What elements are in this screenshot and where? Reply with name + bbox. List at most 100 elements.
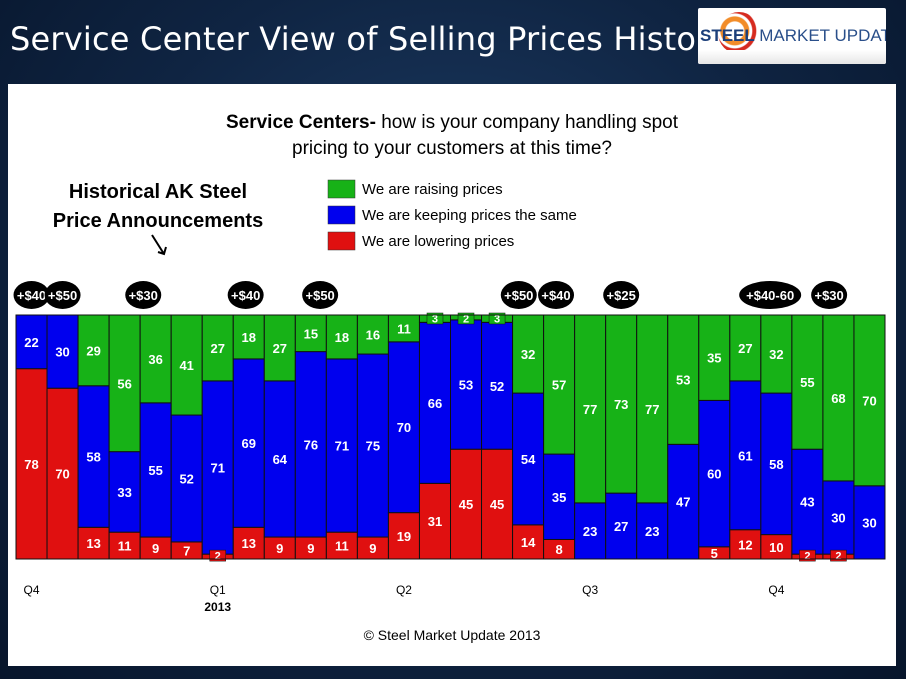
bar-segment-7-2 (232, 314, 265, 360)
bar-segment-22-2 (698, 314, 731, 401)
value-label-10-2: 18 (335, 330, 349, 345)
bar-segment-9-2 (294, 314, 327, 353)
price-announcement-label-9: +$30 (814, 288, 843, 303)
copyright-footer: © Steel Market Update 2013 (364, 627, 541, 643)
chart-title-bold: Service Centers- (226, 112, 376, 133)
value-label-8-0: 9 (276, 541, 283, 556)
x-tick-label-4: Q4 (768, 583, 784, 597)
page-title: Service Center View of Selling Prices Hi… (10, 20, 729, 58)
annotation-line1: Historical AK Steel (69, 181, 247, 203)
value-label-25-1: 43 (800, 495, 814, 510)
price-announcement-oval-6 (538, 281, 575, 309)
value-label-20-2: 77 (645, 402, 659, 417)
value-label-16-0: 14 (521, 535, 536, 550)
value-label-19-2: 73 (614, 397, 628, 412)
value-label-25-0: 2 (804, 551, 810, 563)
value-label-14-1: 53 (459, 378, 473, 393)
small-value-box-14-2 (457, 312, 475, 325)
x-year-label: 2013 (204, 600, 231, 614)
value-label-8-1: 64 (273, 452, 288, 467)
logo-word-steel: STEEL (700, 26, 755, 45)
x-tick-label-0: Q4 (24, 583, 40, 597)
value-label-6-0: 2 (215, 551, 221, 563)
bar-segment-10-2 (325, 314, 358, 360)
legend-swatch-0 (327, 179, 356, 199)
value-label-23-2: 27 (738, 341, 752, 356)
value-label-26-1: 30 (831, 511, 845, 526)
bar-segment-10-0 (325, 531, 358, 560)
value-label-3-2: 56 (117, 376, 131, 391)
value-label-17-0: 8 (556, 542, 563, 557)
value-label-2-2: 29 (86, 343, 100, 358)
price-announcement-label-3: +$40 (231, 288, 260, 303)
price-announcement-label-6: +$40 (541, 288, 570, 303)
value-label-16-1: 54 (521, 452, 536, 467)
bar-segment-19-1 (605, 492, 638, 560)
value-label-6-1: 71 (210, 461, 224, 476)
bar-segment-6-1 (201, 380, 234, 555)
value-label-12-1: 70 (397, 420, 411, 435)
value-label-22-2: 35 (707, 351, 721, 366)
price-announcement-label-0: +$40 (17, 288, 46, 303)
price-announcement-oval-4 (302, 281, 339, 309)
bar-segment-23-0 (729, 529, 762, 560)
value-label-1-0: 70 (55, 467, 69, 482)
bar-segment-12-1 (387, 341, 420, 514)
price-announcement-oval-0 (13, 281, 50, 309)
value-label-21-1: 47 (676, 495, 690, 510)
value-label-7-2: 18 (242, 330, 256, 345)
plot-frame (15, 314, 886, 560)
legend-swatch-2 (327, 231, 356, 251)
value-label-0-0: 78 (24, 457, 38, 472)
value-label-3-0: 11 (118, 539, 132, 554)
bar-segment-7-1 (232, 358, 265, 528)
price-announcement-label-2: +$30 (129, 288, 158, 303)
x-tick-label-2: Q2 (396, 583, 412, 597)
bar-segment-3-0 (108, 531, 141, 560)
bar-segment-24-2 (760, 314, 793, 394)
value-label-21-2: 53 (676, 373, 690, 388)
bar-segment-1-0 (46, 387, 79, 560)
value-label-26-0: 2 (835, 551, 841, 563)
value-label-20-1: 23 (645, 524, 659, 539)
value-label-5-2: 41 (179, 358, 193, 373)
logo-footer-bar (698, 50, 886, 64)
value-label-18-2: 77 (583, 402, 597, 417)
x-tick-label-3: Q3 (582, 583, 598, 597)
price-announcement-oval-2 (125, 281, 162, 309)
value-label-15-1: 52 (490, 379, 504, 394)
bar-segment-2-1 (77, 385, 110, 528)
value-label-27-1: 30 (862, 515, 876, 530)
bar-segment-15-1 (481, 321, 514, 450)
value-label-19-1: 27 (614, 519, 628, 534)
value-label-12-0: 19 (397, 529, 411, 544)
small-value-box-15-2 (488, 312, 506, 325)
value-label-22-1: 60 (707, 467, 721, 482)
bar-segment-3-1 (108, 451, 141, 533)
value-label-11-0: 9 (369, 541, 376, 556)
value-label-23-1: 61 (738, 448, 752, 463)
value-label-1-1: 30 (55, 345, 69, 360)
value-label-11-1: 75 (366, 439, 380, 454)
logo-word-market-update: MARKET UPDATE (759, 26, 886, 45)
value-label-16-2: 32 (521, 347, 535, 362)
bar-segment-20-2 (636, 314, 669, 504)
legend-label-2: We are lowering prices (362, 233, 514, 250)
small-value-box-25-0 (799, 549, 816, 562)
value-label-18-1: 23 (583, 524, 597, 539)
legend-label-0: We are raising prices (362, 181, 503, 198)
legend-swatch-1 (327, 205, 356, 225)
bar-segment-18-1 (574, 502, 607, 560)
value-label-15-0: 45 (490, 497, 504, 512)
price-announcement-oval-7 (603, 281, 640, 309)
x-tick-label-1: Q1 (210, 583, 226, 597)
chart-title-line2: pricing to your customers at this time? (292, 138, 612, 159)
value-label-23-0: 12 (738, 537, 752, 552)
bar-segment-8-2 (263, 314, 296, 382)
value-label-17-2: 57 (552, 378, 566, 393)
value-label-4-2: 36 (148, 352, 162, 367)
value-label-7-1: 69 (242, 436, 256, 451)
bar-segment-14-0 (450, 448, 483, 560)
value-label-27-2: 70 (862, 393, 876, 408)
small-value-box-6-0 (209, 549, 226, 562)
